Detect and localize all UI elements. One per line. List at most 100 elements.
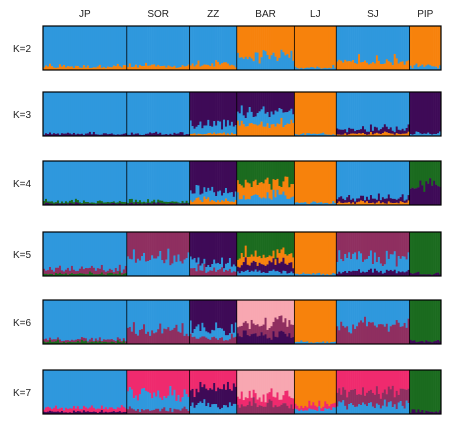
ancestry-segment [244, 257, 247, 272]
ancestry-segment [60, 26, 64, 67]
ancestry-segment [240, 253, 244, 266]
ancestry-segment [70, 134, 74, 137]
ancestry-segment [407, 370, 410, 389]
ancestry-segment [185, 370, 188, 395]
ancestry-segment [365, 258, 369, 273]
ancestry-segment [177, 331, 180, 345]
ancestry-segment [171, 263, 174, 277]
ancestry-segment [62, 202, 66, 205]
ancestry-segment [336, 232, 339, 263]
ancestry-segment [389, 161, 393, 199]
ancestry-segment [173, 389, 176, 410]
ancestry-segment [43, 273, 46, 277]
ancestry-segment [381, 273, 385, 277]
ancestry-segment [371, 92, 375, 132]
ancestry-segment [118, 407, 122, 412]
ancestry-segment [336, 370, 339, 394]
ancestry-segment [230, 232, 234, 267]
ancestry-segment [228, 333, 232, 340]
ancestry-segment [58, 64, 62, 71]
ancestry-segment [318, 26, 321, 68]
ancestry-segment [60, 300, 64, 342]
ancestry-segment [215, 125, 218, 135]
ancestry-segment [320, 202, 323, 206]
ancestry-segment [282, 370, 285, 396]
ancestry-segment [185, 92, 188, 135]
ancestry-segment [149, 259, 152, 277]
ancestry-segment [147, 65, 150, 71]
ancestry-segment [381, 300, 385, 325]
ancestry-segment [43, 409, 46, 412]
ancestry-segment [43, 201, 46, 205]
ancestry-segment [292, 324, 295, 338]
ancestry-segment [173, 201, 176, 205]
ancestry-segment [128, 258, 132, 277]
ancestry-segment [292, 184, 295, 197]
ancestry-segment [213, 330, 216, 337]
ancestry-segment [417, 26, 420, 68]
ancestry-segment [189, 406, 192, 415]
ancestry-segment [90, 92, 94, 135]
ancestry-segment [401, 232, 404, 257]
ancestry-segment [104, 370, 108, 408]
ancestry-segment [197, 197, 200, 206]
ancestry-segment [256, 300, 259, 325]
ancestry-segment [138, 300, 142, 331]
ancestry-segment [64, 201, 68, 204]
ancestry-segment [393, 300, 397, 325]
ancestry-segment [106, 273, 110, 277]
ancestry-segment [425, 161, 428, 182]
ancestry-segment [62, 161, 66, 204]
ancestry-segment [391, 92, 395, 131]
ancestry-segment [272, 179, 275, 191]
ancestry-segment [232, 370, 236, 384]
ancestry-segment [195, 262, 198, 272]
ancestry-segment [395, 199, 398, 203]
ancestry-segment [205, 272, 208, 277]
ancestry-segment [114, 412, 118, 415]
ancestry-segment [230, 161, 234, 193]
ancestry-segment [250, 232, 253, 255]
ancestry-segment [78, 202, 82, 204]
ancestry-segment [179, 261, 182, 277]
ancestry-segment [104, 232, 108, 272]
ancestry-segment [66, 408, 70, 413]
ancestry-segment [167, 395, 170, 412]
ancestry-segment [221, 92, 224, 130]
ancestry-segment [76, 92, 80, 134]
ancestry-segment [254, 300, 257, 326]
ancestry-segment [226, 161, 230, 194]
ancestry-segment [226, 63, 230, 71]
ancestry-segment [383, 131, 387, 137]
ancestry-segment [354, 26, 357, 64]
ancestry-segment [177, 67, 180, 71]
ancestry-segment [205, 125, 208, 135]
ancestry-segment [332, 370, 335, 404]
ancestry-segment [268, 260, 271, 272]
ancestry-segment [258, 300, 261, 327]
ancestry-segment [330, 26, 333, 69]
ancestry-segment [338, 161, 341, 198]
ancestry-segment [209, 201, 212, 206]
ancestry-segment [197, 392, 200, 404]
ancestry-segment [52, 26, 56, 68]
ancestry-segment [314, 410, 317, 415]
ancestry-segment [250, 405, 253, 415]
ancestry-segment [173, 92, 176, 134]
ancestry-segment [334, 407, 337, 415]
ancestry-segment [399, 401, 402, 415]
ancestry-segment [288, 110, 291, 125]
ancestry-segment [140, 26, 144, 67]
ancestry-segment [320, 161, 323, 203]
ancestry-segment [407, 161, 410, 196]
ancestry-segment [165, 329, 168, 345]
ancestry-segment [165, 410, 168, 415]
ancestry-segment [181, 161, 184, 202]
ancestry-segment [284, 55, 287, 71]
ancestry-segment [207, 26, 210, 66]
ancestry-segment [165, 232, 168, 260]
ancestry-segment [48, 92, 52, 133]
ancestry-segment [421, 134, 424, 137]
ancestry-segment [159, 26, 162, 67]
ancestry-segment [266, 338, 269, 345]
